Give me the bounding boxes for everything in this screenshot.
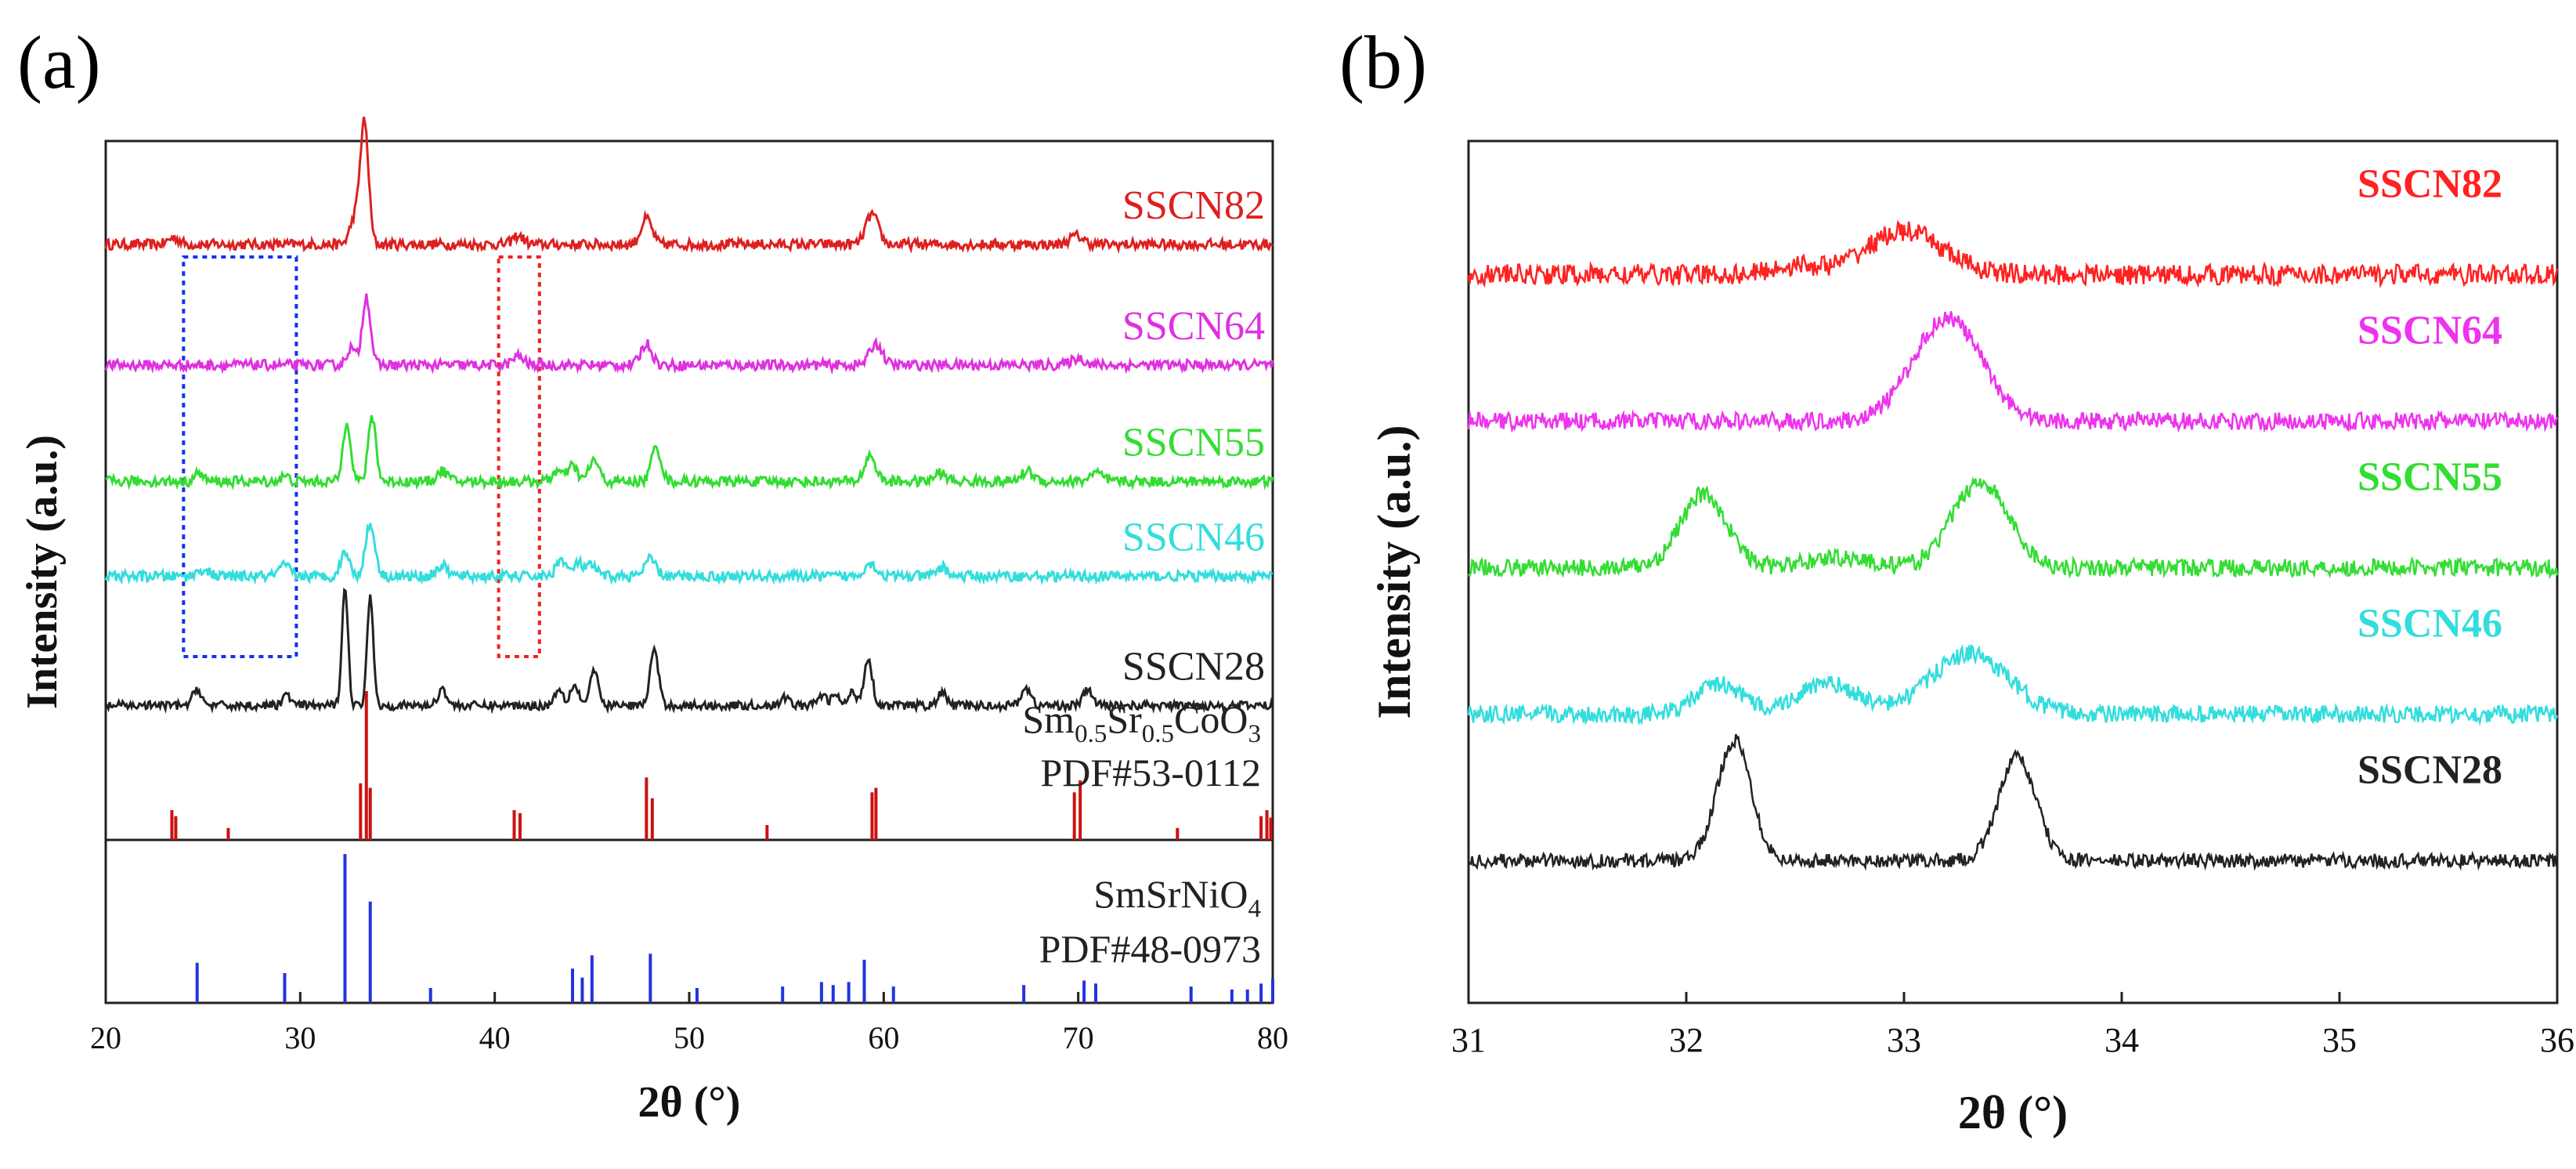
ref-pdf-ssco: PDF#53-0112 xyxy=(1040,751,1261,794)
panel-b: (b) 31 32 33 34 35 36 SSCN82 SSCN64 SSCN55 SSCN4… xyxy=(1339,20,2574,1138)
ref-pdf-ssno: PDF#48-0973 xyxy=(1039,927,1261,971)
series-label-sscn82: SSCN82 xyxy=(2357,162,2502,207)
ref-ssno-part: SmSrNiO xyxy=(1093,872,1248,916)
series-label-sscn55: SSCN55 xyxy=(2357,455,2502,500)
x-tick-label: 40 xyxy=(479,1020,511,1055)
panel-a-highlight-boxes xyxy=(182,255,541,658)
ref-label-ssno: SmSrNiO4 xyxy=(1093,872,1261,923)
series-line-sscn55 xyxy=(105,414,1274,491)
ref-ssco-part: 0.5 xyxy=(1075,720,1107,748)
series-label-sscn64: SSCN64 xyxy=(2357,309,2502,353)
series-label-sscn28: SSCN28 xyxy=(2357,748,2502,793)
series-label-sscn55: SSCN55 xyxy=(1122,421,1265,465)
ref-ssco-part: CoO xyxy=(1174,697,1248,741)
panel-b-label: (b) xyxy=(1339,20,1427,104)
x-tick-label: 20 xyxy=(90,1020,121,1055)
panel-b-x-axis-label: 2θ (°) xyxy=(1958,1087,2068,1138)
highlight-box xyxy=(182,255,298,658)
ref-ssco-part: 3 xyxy=(1248,720,1262,748)
series-line-sscn28 xyxy=(1467,733,2559,871)
ref-ssco-part: Sr xyxy=(1107,697,1142,741)
x-tick-label: 30 xyxy=(284,1020,316,1055)
ref-ssco-part: 0.5 xyxy=(1142,720,1174,748)
series-line-sscn82 xyxy=(104,116,1274,255)
x-tick-label: 50 xyxy=(674,1020,705,1055)
panel-b-series-labels: SSCN82 SSCN64 SSCN55 SSCN46 SSCN28 xyxy=(2357,162,2502,793)
ref-ssco-part: Sm xyxy=(1022,697,1075,741)
panel-b-y-axis-label: Intensity (a.u.) xyxy=(1368,425,1420,718)
x-tick-label: 60 xyxy=(868,1020,899,1055)
ref-label-ssco: Sm0.5Sr0.5CoO3 xyxy=(1022,697,1261,748)
x-tick-label: 35 xyxy=(2322,1021,2357,1059)
series-line-sscn28 xyxy=(104,587,1274,715)
x-tick-label: 70 xyxy=(1063,1020,1094,1055)
panel-b-series xyxy=(1467,219,2559,871)
panel-a-x-axis-label: 2θ (°) xyxy=(638,1078,741,1127)
x-tick-label: 33 xyxy=(1887,1021,1921,1059)
series-label-sscn28: SSCN28 xyxy=(1122,645,1265,689)
panel-a-series xyxy=(104,116,1274,715)
panel-a-label: (a) xyxy=(17,20,101,104)
panel-a-reference-lines xyxy=(170,691,1274,1003)
series-line-sscn64 xyxy=(104,293,1274,375)
ref-ssno-part: 4 xyxy=(1248,895,1262,923)
x-tick-label: 36 xyxy=(2540,1021,2574,1059)
series-label-sscn64: SSCN64 xyxy=(1122,304,1265,349)
x-tick-label: 31 xyxy=(1451,1021,1486,1059)
panel-a: (a) 20 30 40 50 60 70 80 SSCN82SSCN64SSCN55SSC… xyxy=(17,20,1288,1127)
highlight-box xyxy=(497,255,541,658)
series-line-sscn46 xyxy=(1467,643,2559,726)
x-tick-label: 34 xyxy=(2105,1021,2139,1059)
series-line-sscn55 xyxy=(1467,476,2559,580)
series-label-sscn82: SSCN82 xyxy=(1122,183,1265,228)
series-label-sscn46: SSCN46 xyxy=(2357,602,2502,646)
panel-a-y-axis-label: Intensity (a.u.) xyxy=(18,435,67,709)
series-line-sscn46 xyxy=(104,523,1274,586)
series-label-sscn46: SSCN46 xyxy=(1122,516,1265,560)
x-tick-label: 32 xyxy=(1669,1021,1703,1059)
panel-a-series-labels: SSCN82 SSCN64 SSCN55 SSCN46 SSCN28 xyxy=(1122,183,1265,689)
x-tick-label: 80 xyxy=(1257,1020,1288,1055)
series-line-sscn64 xyxy=(1467,311,2559,433)
series-line-sscn82 xyxy=(1467,219,2559,289)
panel-b-x-ticks: 31 32 33 34 35 36 xyxy=(1451,992,2574,1059)
panel-a-x-ticks: 20 30 40 50 60 70 80 xyxy=(90,992,1288,1055)
